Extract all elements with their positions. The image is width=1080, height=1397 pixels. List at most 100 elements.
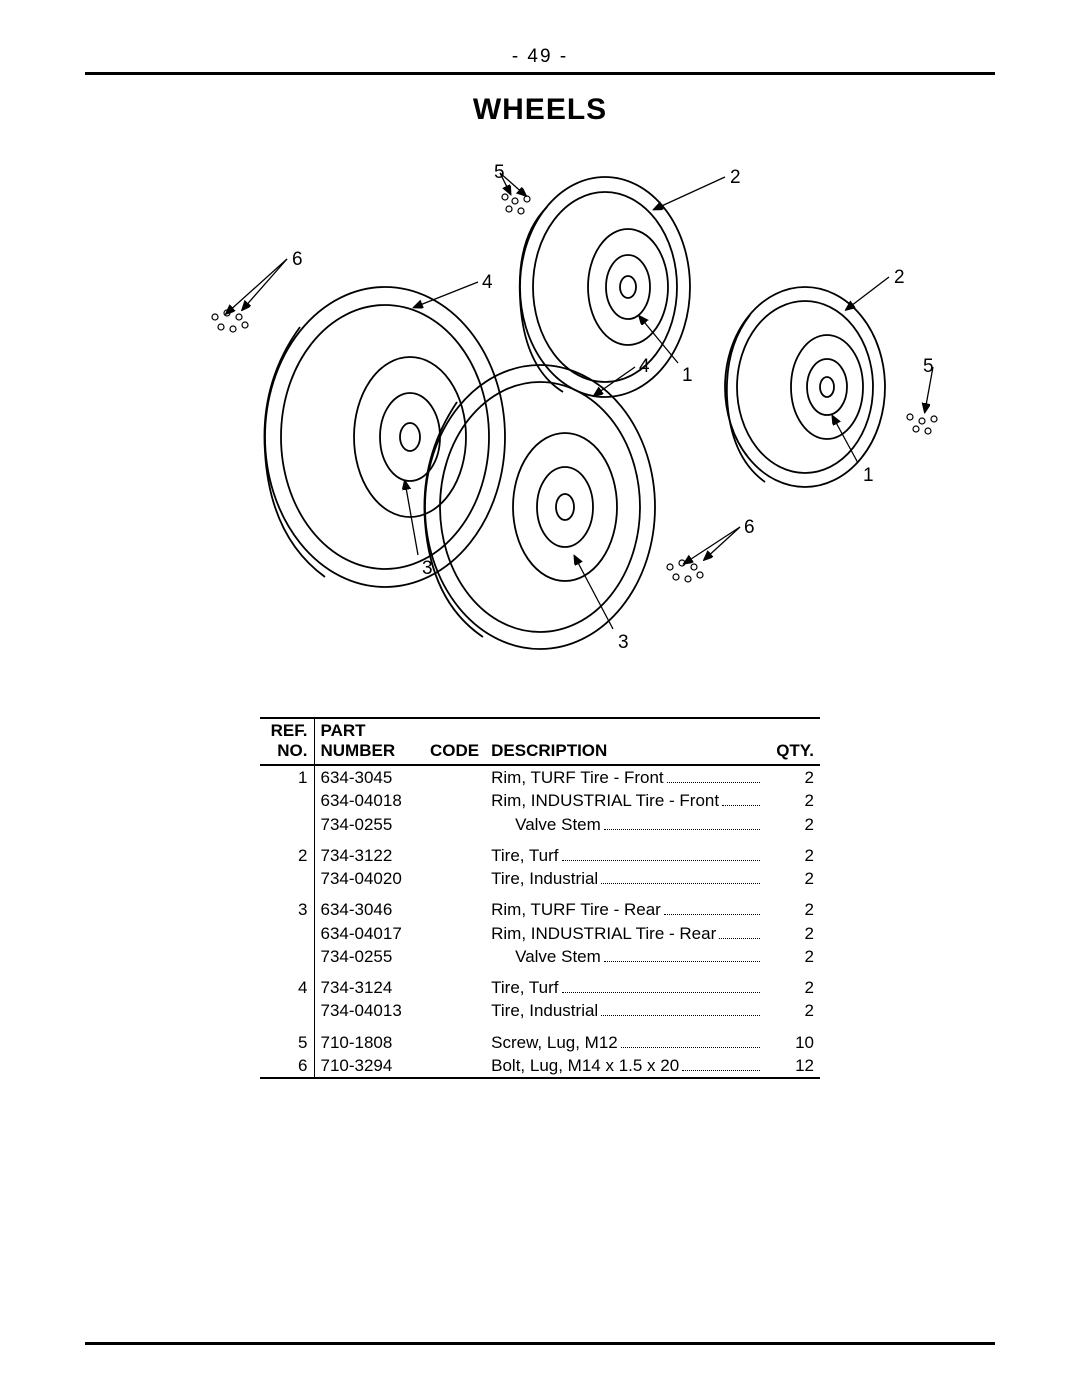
callout-label: 4 [639, 356, 650, 378]
cell-part: 634-04017 [314, 922, 424, 945]
cell-desc: Rim, INDUSTRIAL Tire - Front [485, 789, 768, 812]
group-spacer [260, 890, 820, 898]
cell-code [424, 1031, 485, 1054]
cell-code [424, 844, 485, 867]
cell-part: 734-04013 [314, 999, 424, 1022]
desc-text: Screw, Lug, M12 [491, 1032, 618, 1053]
cell-ref: 6 [260, 1054, 314, 1077]
leader-dots [562, 980, 760, 994]
cell-code [424, 945, 485, 968]
col-part: PART NUMBER [314, 718, 424, 765]
desc-text: Rim, TURF Tire - Front [491, 767, 664, 788]
leader-dots [664, 902, 760, 916]
table-row: 634-04017 Rim, INDUSTRIAL Tire - Rear 2 [260, 922, 820, 945]
cell-code [424, 813, 485, 836]
table-row: 734-0255Valve Stem 2 [260, 945, 820, 968]
cell-qty: 12 [768, 1054, 820, 1077]
cell-ref: 4 [260, 976, 314, 999]
leader-dots [722, 793, 760, 807]
desc-text: Tire, Turf [491, 977, 558, 998]
cell-desc: Tire, Turf [485, 976, 768, 999]
cell-desc: Rim, TURF Tire - Rear [485, 898, 768, 921]
page-title: WHEELS [85, 93, 995, 127]
leader-dots [719, 925, 760, 939]
table-row: 6710-3294Bolt, Lug, M14 x 1.5 x 20 12 [260, 1054, 820, 1077]
cell-ref [260, 945, 314, 968]
callout-label: 3 [422, 558, 433, 580]
leader-dots [562, 847, 760, 861]
parts-table-wrap: REF. NO. PART NUMBER CODE DESCRIPTION QT… [260, 717, 820, 1079]
cell-ref: 5 [260, 1031, 314, 1054]
table-row: 2734-3122Tire, Turf 2 [260, 844, 820, 867]
table-row: 4734-3124 Tire, Turf 2 [260, 976, 820, 999]
callout-label: 5 [923, 356, 934, 378]
desc-text: Tire, Industrial [491, 868, 598, 889]
col-qty: QTY. [768, 718, 820, 765]
cell-part: 734-3124 [314, 976, 424, 999]
cell-desc: Screw, Lug, M12 [485, 1031, 768, 1054]
cell-desc: Valve Stem [485, 813, 768, 836]
cell-ref: 1 [260, 765, 314, 789]
desc-text: Rim, INDUSTRIAL Tire - Rear [491, 923, 716, 944]
page-number: - 49 - [504, 46, 576, 68]
callout-label: 1 [863, 465, 874, 487]
col-code: CODE [424, 718, 485, 765]
callout-label: 3 [618, 632, 629, 654]
cell-qty: 2 [768, 813, 820, 836]
cell-ref [260, 789, 314, 812]
callout-label: 4 [482, 272, 493, 294]
cell-qty: 2 [768, 922, 820, 945]
cell-code [424, 765, 485, 789]
leader-dots [604, 948, 760, 962]
cell-desc: Tire, Turf [485, 844, 768, 867]
bottom-rule [85, 1342, 995, 1345]
cell-part: 634-3045 [314, 765, 424, 789]
cell-qty: 2 [768, 945, 820, 968]
group-spacer [260, 1023, 820, 1031]
callout-label: 5 [494, 162, 505, 184]
cell-qty: 2 [768, 844, 820, 867]
desc-text: Bolt, Lug, M14 x 1.5 x 20 [491, 1055, 679, 1076]
leader-dots [621, 1034, 760, 1048]
cell-desc: Tire, Industrial [485, 999, 768, 1022]
cell-code [424, 999, 485, 1022]
callout-label: 2 [894, 267, 905, 289]
cell-desc: Tire, Industrial [485, 867, 768, 890]
cell-qty: 2 [768, 765, 820, 789]
table-bottom-rule [260, 1077, 820, 1079]
parts-table: REF. NO. PART NUMBER CODE DESCRIPTION QT… [260, 717, 820, 1077]
cell-part: 634-04018 [314, 789, 424, 812]
table-row: 734-0255 Valve Stem 2 [260, 813, 820, 836]
cell-part: 734-0255 [314, 813, 424, 836]
table-row: 734-04020 Tire, Industrial 2 [260, 867, 820, 890]
cell-desc: Rim, INDUSTRIAL Tire - Rear [485, 922, 768, 945]
cell-qty: 10 [768, 1031, 820, 1054]
wheels-diagram: 526424151633 [85, 137, 995, 697]
desc-text: Valve Stem [491, 946, 601, 967]
leader-dots [604, 816, 760, 830]
leader-dots [601, 871, 760, 885]
cell-ref [260, 922, 314, 945]
desc-text: Tire, Turf [491, 845, 558, 866]
callout-label: 6 [744, 517, 755, 539]
cell-part: 734-04020 [314, 867, 424, 890]
leader-dots [601, 1003, 760, 1017]
desc-text: Valve Stem [491, 814, 601, 835]
cell-code [424, 1054, 485, 1077]
cell-ref [260, 813, 314, 836]
cell-part: 734-3122 [314, 844, 424, 867]
top-rule [85, 72, 995, 75]
cell-ref: 3 [260, 898, 314, 921]
group-spacer [260, 968, 820, 976]
desc-text: Rim, TURF Tire - Rear [491, 899, 661, 920]
cell-qty: 2 [768, 976, 820, 999]
cell-qty: 2 [768, 867, 820, 890]
desc-text: Rim, INDUSTRIAL Tire - Front [491, 790, 719, 811]
page: - 49 - WHEELS [0, 0, 1080, 1397]
table-row: 5710-1808Screw, Lug, M12 10 [260, 1031, 820, 1054]
cell-code [424, 976, 485, 999]
diagram-svg [85, 137, 995, 697]
cell-code [424, 789, 485, 812]
table-row: 734-04013Tire, Industrial 2 [260, 999, 820, 1022]
cell-part: 634-3046 [314, 898, 424, 921]
